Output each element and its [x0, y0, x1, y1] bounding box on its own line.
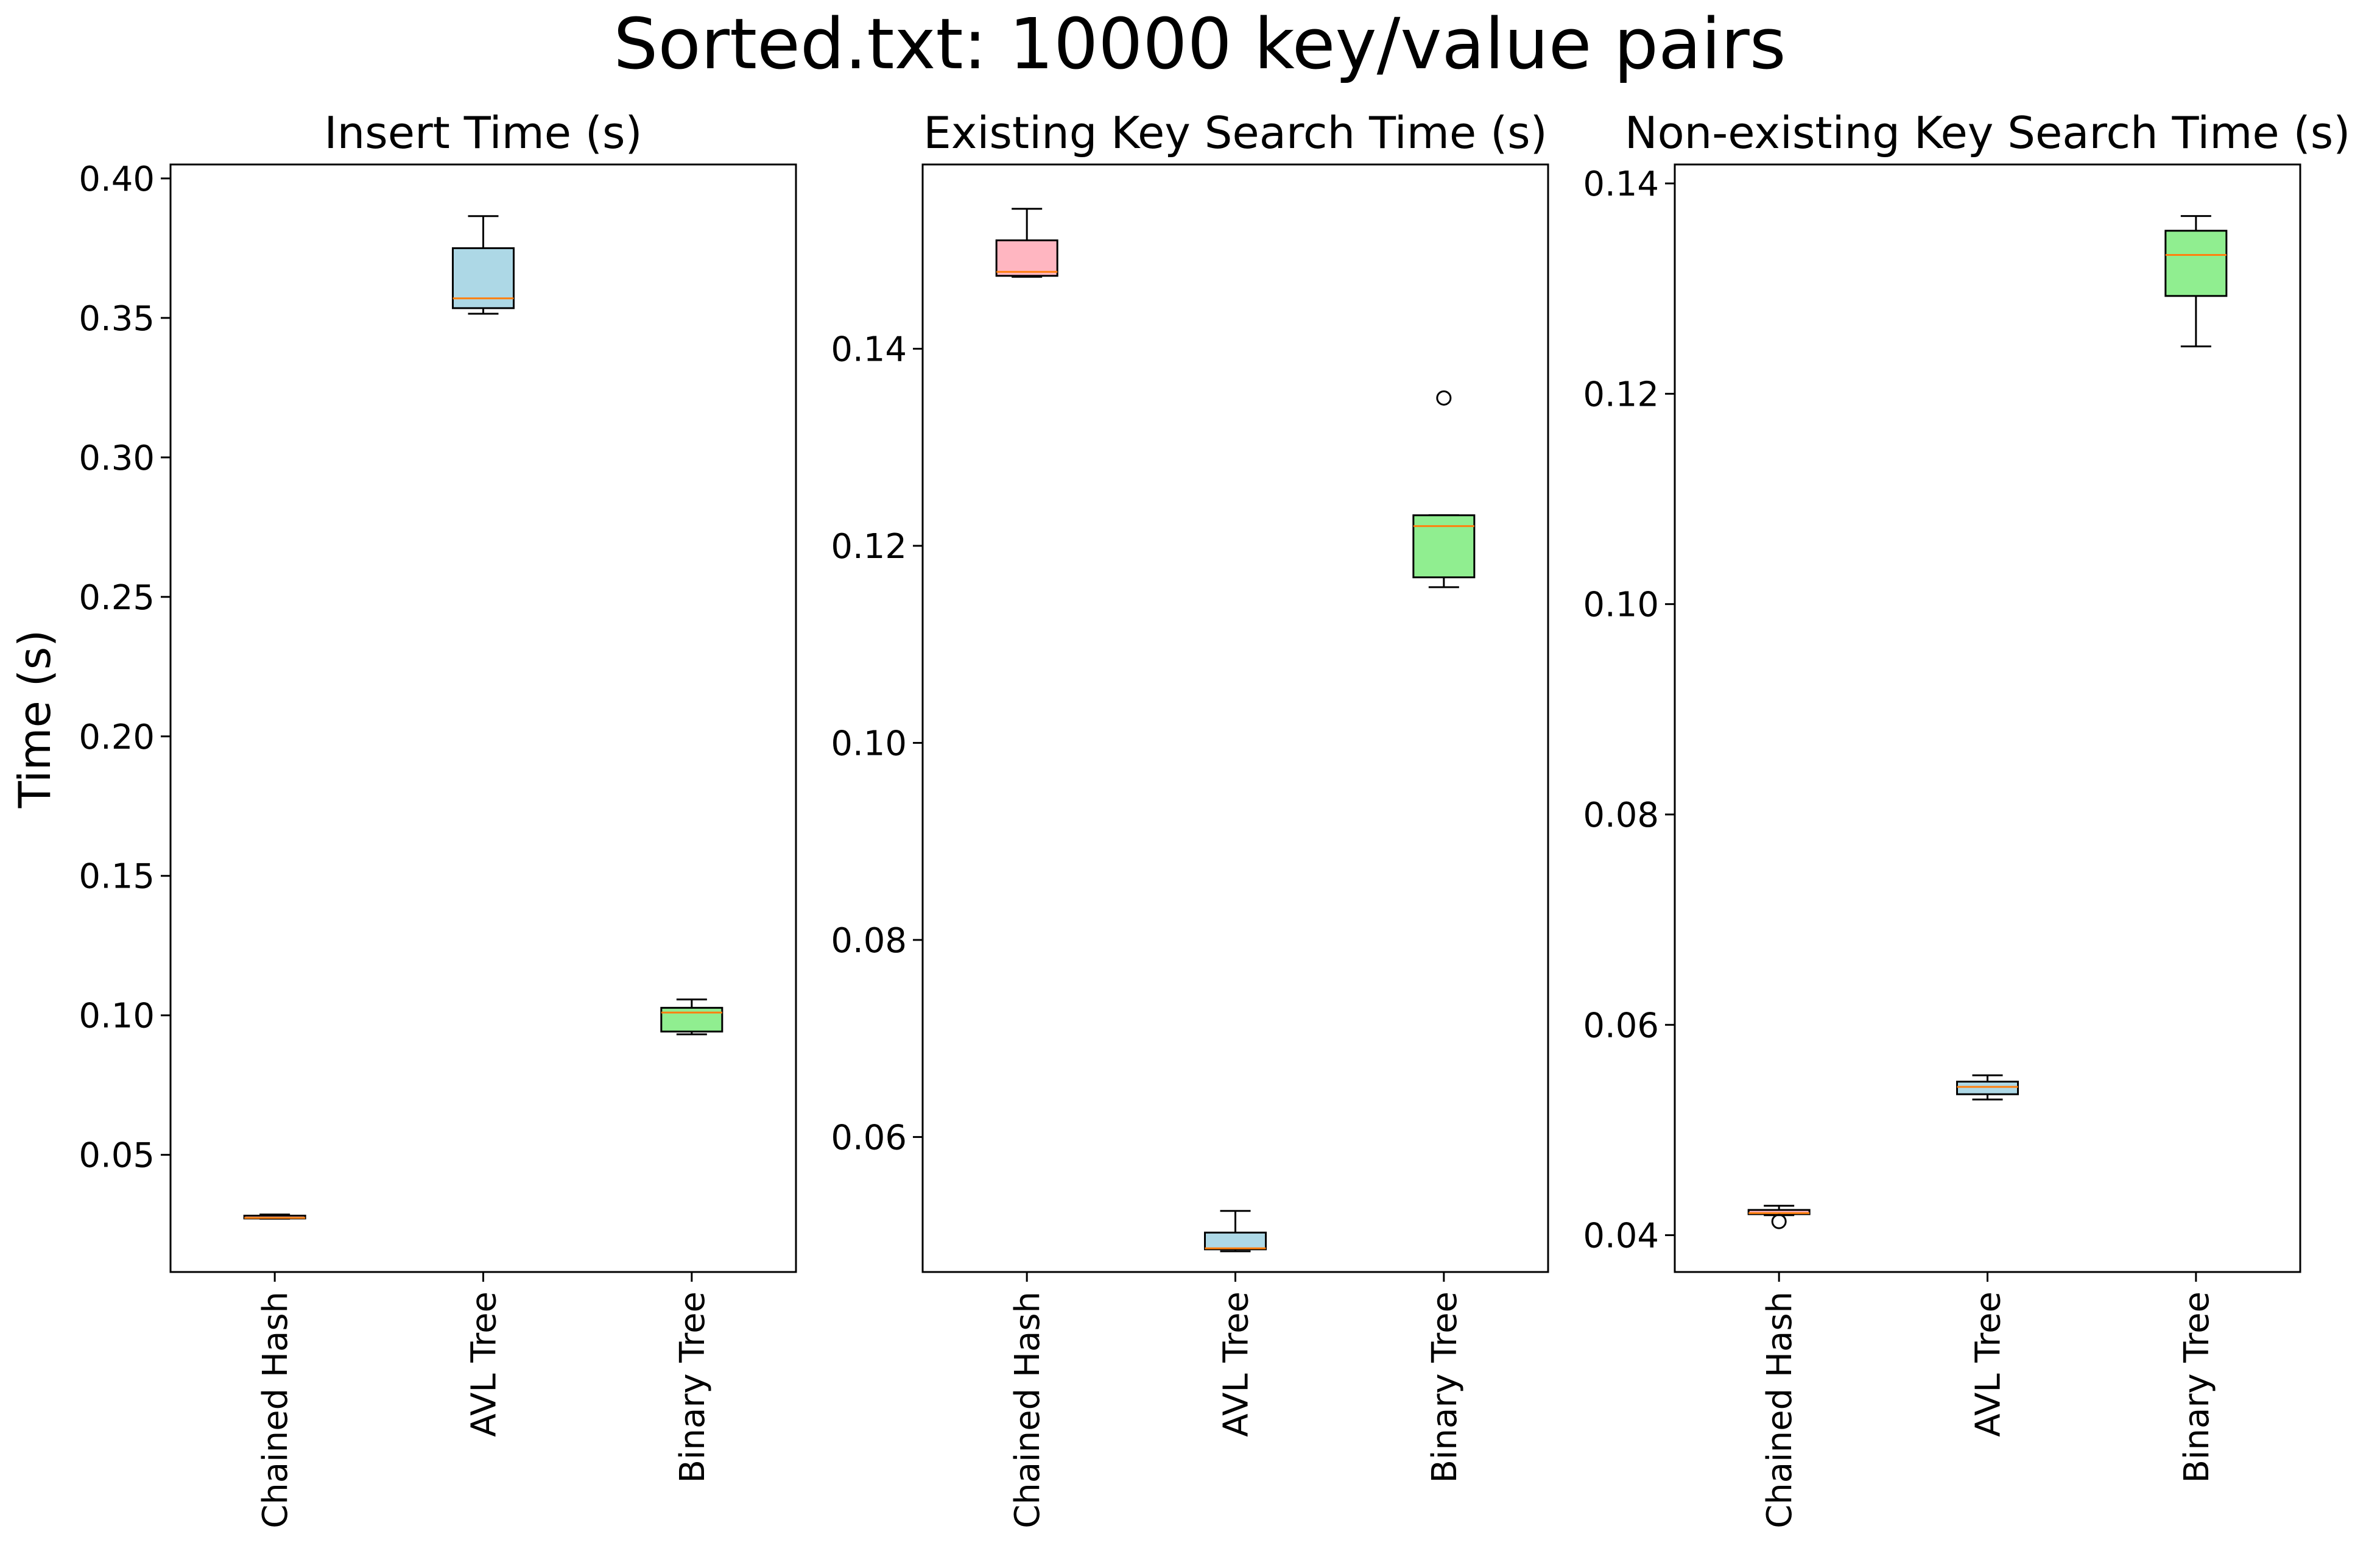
x-tick-label: Binary Tree	[673, 1291, 713, 1483]
y-tick-label: 0.25	[79, 578, 155, 618]
panel-1: Insert Time (s) 0.05 0.10 0.15 0.20 0.25 0.30 0…	[79, 107, 797, 1528]
box-body	[1204, 1231, 1267, 1251]
y-tick-label: 0.20	[79, 718, 155, 757]
box-chained-hash	[243, 1214, 306, 1220]
panel-3: Non-existing Key Search Time (s) 0.04 0.06…	[1583, 107, 2350, 1528]
box-avl-tree	[1956, 1074, 2019, 1101]
y-tick-label: 0.12	[831, 527, 907, 567]
panel-title: Existing Key Search Time (s)	[923, 107, 1547, 158]
box-body	[2164, 230, 2228, 297]
chart-panels: Insert Time (s) 0.05 0.10 0.15 0.20 0.25 0.30 0…	[79, 107, 2350, 1528]
panel-title: Insert Time (s)	[324, 107, 642, 158]
x-tick-label: Binary Tree	[2177, 1291, 2217, 1483]
y-tick-label: 0.08	[831, 921, 907, 961]
box-chained-hash	[1747, 1204, 1811, 1229]
y-axis-label: Time (s)	[9, 630, 60, 809]
x-tick-label: Chained Hash	[256, 1291, 295, 1528]
y-tick-label: 0.10	[1583, 585, 1659, 625]
panel-2: Existing Key Search Time (s) 0.06 0.08 0.10…	[831, 107, 1549, 1528]
box-avl-tree	[452, 215, 515, 315]
y-tick-label: 0.05	[79, 1136, 155, 1176]
box-avl-tree	[1204, 1210, 1267, 1252]
outlier-point	[1436, 390, 1452, 406]
y-tick-label: 0.35	[79, 299, 155, 339]
box-chained-hash	[995, 208, 1058, 278]
box-binary-tree	[2164, 215, 2228, 348]
y-tick-label: 0.14	[831, 330, 907, 369]
plot-frame	[169, 163, 797, 1273]
x-tick-label: AVL Tree	[1969, 1291, 2009, 1437]
y-tick-label: 0.14	[1583, 164, 1659, 204]
x-tick-label: Binary Tree	[1425, 1291, 1465, 1483]
y-tick-label: 0.15	[79, 857, 155, 897]
y-tick-label: 0.40	[79, 160, 155, 199]
y-tick-label: 0.10	[831, 724, 907, 763]
box-body	[995, 239, 1058, 277]
box-binary-tree	[660, 998, 724, 1036]
x-tick-label: Chained Hash	[1760, 1291, 1800, 1528]
y-tick-label: 0.06	[831, 1118, 907, 1157]
y-tick-label: 0.08	[1583, 796, 1659, 835]
y-tick-label: 0.06	[1583, 1006, 1659, 1045]
y-tick-label: 0.12	[1583, 375, 1659, 414]
box-body	[1412, 514, 1476, 579]
x-tick-label: Chained Hash	[1008, 1291, 1047, 1528]
x-tick-label: AVL Tree	[465, 1291, 504, 1437]
outlier-point	[1771, 1214, 1787, 1229]
box-binary-tree	[1412, 390, 1476, 588]
y-tick-label: 0.10	[79, 997, 155, 1036]
box-body	[660, 1006, 724, 1033]
y-tick-label: 0.30	[79, 439, 155, 478]
y-tick-label: 0.04	[1583, 1217, 1659, 1256]
plot-frame	[921, 163, 1549, 1273]
figure-title: Sorted.txt: 10000 key/value pairs	[613, 4, 1786, 85]
x-tick-label: AVL Tree	[1217, 1291, 1256, 1437]
panel-title: Non-existing Key Search Time (s)	[1625, 107, 2351, 158]
plot-frame	[1674, 163, 2301, 1273]
box-body	[1956, 1081, 2019, 1095]
